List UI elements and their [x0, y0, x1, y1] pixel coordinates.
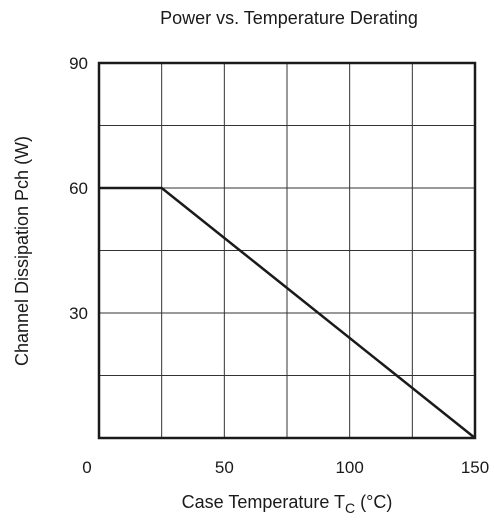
x-axis-label-subscript: C — [345, 500, 355, 516]
y-tick-label: 30 — [69, 304, 88, 323]
plot-frame — [97, 61, 477, 440]
y-axis-label: Channel Dissipation Pch (W) — [12, 136, 32, 366]
y-tick-label: 60 — [69, 179, 88, 198]
series-line — [99, 186, 476, 439]
x-tick-label: 100 — [335, 458, 363, 477]
x-axis-label-main: Case Temperature T — [182, 492, 345, 512]
x-tick-label: 150 — [461, 458, 489, 477]
x-tick-label: 50 — [215, 458, 234, 477]
grid — [99, 63, 475, 438]
chart-title: Power vs. Temperature Derating — [160, 8, 418, 28]
y-tick-label: 90 — [69, 54, 88, 73]
series-group — [99, 186, 476, 439]
x-axis-label: Case Temperature TC (°C) — [182, 492, 393, 516]
x-tick-labels: 0 50 100 150 — [82, 458, 489, 477]
x-axis-label-unit: (°C) — [355, 492, 392, 512]
x-tick-label: 0 — [82, 458, 91, 477]
y-tick-labels: 30 60 90 — [69, 54, 88, 323]
